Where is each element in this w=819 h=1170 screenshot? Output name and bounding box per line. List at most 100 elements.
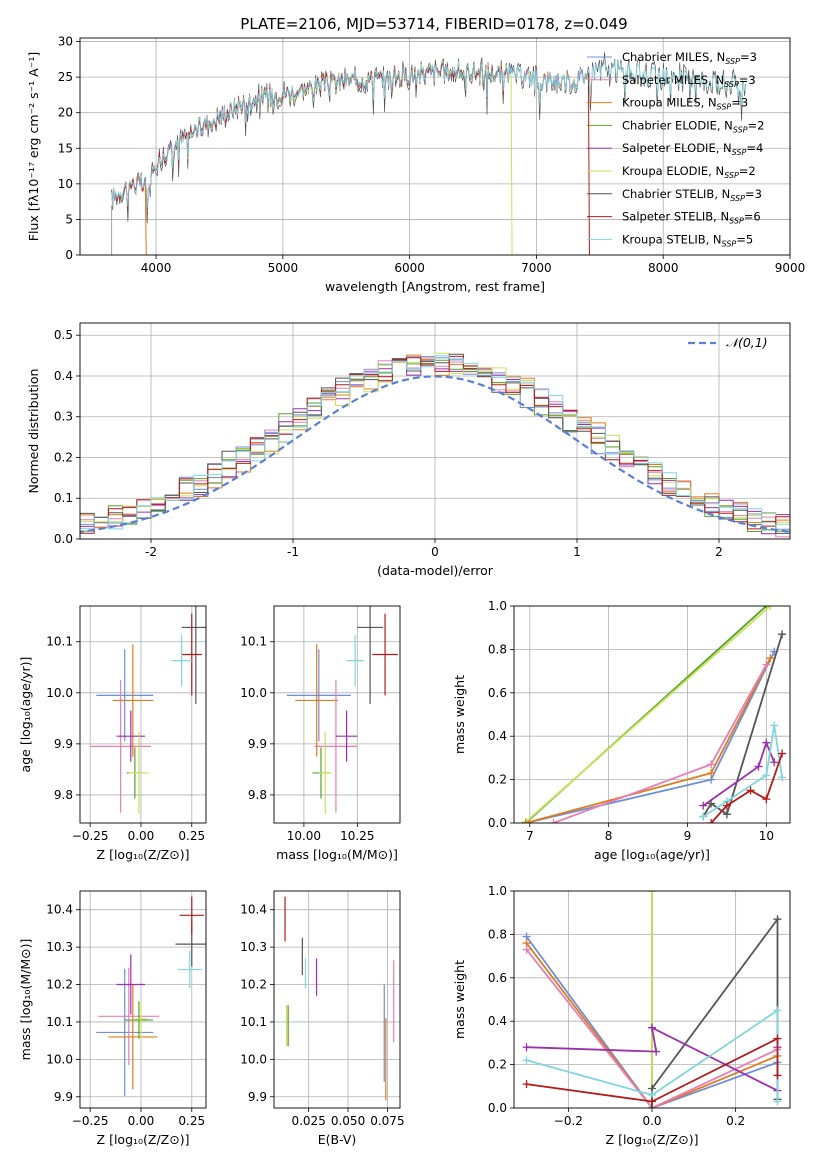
x-axis-label: Z [log₁₀(Z/Z⊙)] bbox=[606, 1132, 699, 1147]
panel-mass-vs-ebv: 0.025 0.050 0.075 9.9 10.0 10.1 10.2 10.3 10.4 E(… bbox=[240, 890, 405, 1147]
y-tick-label: 9.8 bbox=[54, 788, 73, 802]
y-tick-label: 0.1 bbox=[54, 491, 73, 505]
x-tick-label: 0.050 bbox=[331, 1114, 365, 1128]
weight-line-kroupa-elodie bbox=[525, 606, 771, 823]
axes-frame bbox=[273, 605, 401, 824]
axes-frame bbox=[513, 605, 791, 824]
x-tick-label: 1 bbox=[573, 545, 581, 559]
y-axis-label: Normed distribution bbox=[26, 369, 41, 494]
y-tick-label: 0.6 bbox=[488, 686, 507, 700]
grid bbox=[274, 606, 400, 823]
y-tick-label: 20 bbox=[58, 106, 73, 120]
weight-marker bbox=[648, 1023, 656, 1032]
weight-marker bbox=[770, 721, 779, 730]
weight-marker bbox=[549, 819, 558, 823]
weight-marker bbox=[699, 812, 708, 821]
x-tick-label: 9 bbox=[684, 829, 692, 843]
x-axis-label: (data-model)/error bbox=[377, 563, 494, 578]
weight-line-chabrier-stelib bbox=[702, 633, 783, 817]
panel-age-vs-mass: 10.00 10.25 9.8 9.9 10.0 10.1 mass [log₁₀(M/M⊙… bbox=[240, 605, 401, 862]
x-tick-label: 9000 bbox=[775, 261, 806, 275]
spectrum-drop bbox=[587, 72, 590, 255]
axes-frame bbox=[273, 890, 401, 1109]
x-tick-label: 7 bbox=[526, 829, 534, 843]
weight-marker bbox=[773, 1097, 782, 1106]
x-tick-label: 0.25 bbox=[178, 829, 205, 843]
y-tick-label: 0.8 bbox=[488, 927, 507, 941]
weight-marker bbox=[762, 738, 771, 747]
legend-entry: Kroupa STELIB, NSSP=5 bbox=[622, 232, 753, 248]
weight-marker bbox=[746, 786, 755, 795]
plot-area bbox=[111, 52, 746, 255]
axes-frame bbox=[79, 322, 791, 540]
spectrum-line-chabrier-elodie bbox=[156, 62, 511, 170]
legend-entry: Salpeter MILES, NSSP=3 bbox=[622, 73, 756, 89]
y-tick-label: 10.1 bbox=[46, 1015, 73, 1029]
y-tick-label: 9.9 bbox=[248, 737, 267, 751]
y-tick-label: 0.5 bbox=[54, 328, 73, 342]
weight-marker bbox=[762, 771, 771, 780]
y-tick-label: 10.3 bbox=[240, 940, 267, 954]
x-tick-label: −0.25 bbox=[72, 829, 109, 843]
x-tick-label: 0 bbox=[431, 545, 439, 559]
y-tick-label: 1.0 bbox=[488, 884, 507, 898]
x-tick-label: 0.2 bbox=[726, 1114, 745, 1128]
plot-area bbox=[521, 606, 787, 823]
y-tick-label: 30 bbox=[58, 35, 73, 49]
weight-marker bbox=[522, 1056, 531, 1065]
weight-marker bbox=[778, 773, 787, 782]
x-tick-label: 0.075 bbox=[370, 1114, 404, 1128]
weight-line-salpeter-stelib bbox=[526, 1037, 779, 1103]
x-tick-label: -2 bbox=[145, 545, 157, 559]
axes-frame bbox=[513, 890, 791, 1109]
legend-entry: Chabrier STELIB, NSSP=3 bbox=[622, 187, 762, 203]
weight-line-kroupa-miles bbox=[525, 942, 778, 1108]
spectrum-drop bbox=[144, 186, 147, 255]
y-tick-label: 1.0 bbox=[488, 599, 507, 613]
weight-marker bbox=[707, 769, 716, 778]
y-tick-label: 0.3 bbox=[54, 410, 73, 424]
y-axis-label: mass weight bbox=[452, 960, 467, 1039]
y-tick-label: 9.8 bbox=[248, 788, 267, 802]
legend-entry: Chabrier MILES, NSSP=3 bbox=[622, 50, 757, 66]
weight-marker bbox=[648, 891, 656, 895]
normal-reference-curve bbox=[80, 375, 790, 534]
weight-marker bbox=[773, 1071, 782, 1080]
weight-marker bbox=[521, 819, 530, 823]
x-tick-label: −0.25 bbox=[72, 1114, 109, 1128]
y-axis-label: mass [log₁₀(M/M⊙)] bbox=[18, 939, 33, 1061]
x-tick-label: 2 bbox=[715, 545, 723, 559]
weight-marker bbox=[754, 762, 763, 771]
legend-entry: Salpeter ELODIE, NSSP=4 bbox=[622, 141, 763, 157]
panel-age-vs-Z: −0.25 0.00 0.25 9.8 9.9 10.0 10.1 Z [log₁₀(Z/Z⊙… bbox=[18, 605, 207, 862]
weight-marker bbox=[652, 1047, 661, 1056]
weight-marker bbox=[762, 660, 771, 669]
y-tick-label: 10.0 bbox=[46, 686, 73, 700]
x-tick-label: -1 bbox=[287, 545, 299, 559]
x-axis-label: mass [log₁₀(M/M⊙)] bbox=[276, 847, 398, 862]
weight-line-salpeter-miles bbox=[553, 664, 768, 823]
y-tick-label: 10.1 bbox=[46, 635, 73, 649]
weight-marker bbox=[762, 795, 771, 804]
weight-marker bbox=[648, 1097, 656, 1106]
y-tick-label: 0.4 bbox=[488, 1014, 507, 1028]
y-tick-label: 9.9 bbox=[54, 1090, 73, 1104]
legend: Chabrier MILES, NSSP=3 Salpeter MILES, NS… bbox=[587, 50, 764, 248]
weight-marker bbox=[773, 915, 782, 924]
x-axis-label: Z [log₁₀(Z/Z⊙)] bbox=[97, 1132, 190, 1147]
grid bbox=[80, 891, 206, 1108]
y-tick-label: 10 bbox=[58, 177, 73, 191]
grid bbox=[274, 891, 400, 1108]
y-tick-label: 0.4 bbox=[488, 729, 507, 743]
weight-marker bbox=[773, 1034, 782, 1043]
y-tick-label: 0.6 bbox=[488, 971, 507, 985]
weight-marker bbox=[707, 760, 716, 769]
y-tick-label: 25 bbox=[58, 70, 73, 84]
x-axis-label: age [log₁₀(age/yr)] bbox=[594, 847, 710, 862]
y-tick-label: 9.9 bbox=[248, 1090, 267, 1104]
panel-residuals: -2 -1 0 1 2 0.0 0.1 0.2 0.3 0.4 0.5 (data-model)/er… bbox=[26, 322, 791, 578]
y-tick-label: 10.4 bbox=[240, 903, 267, 917]
legend-entry: Chabrier ELODIE, NSSP=2 bbox=[622, 118, 764, 134]
plot-area bbox=[522, 891, 782, 1108]
x-axis-label: wavelength [Angstrom, rest frame] bbox=[325, 279, 545, 294]
